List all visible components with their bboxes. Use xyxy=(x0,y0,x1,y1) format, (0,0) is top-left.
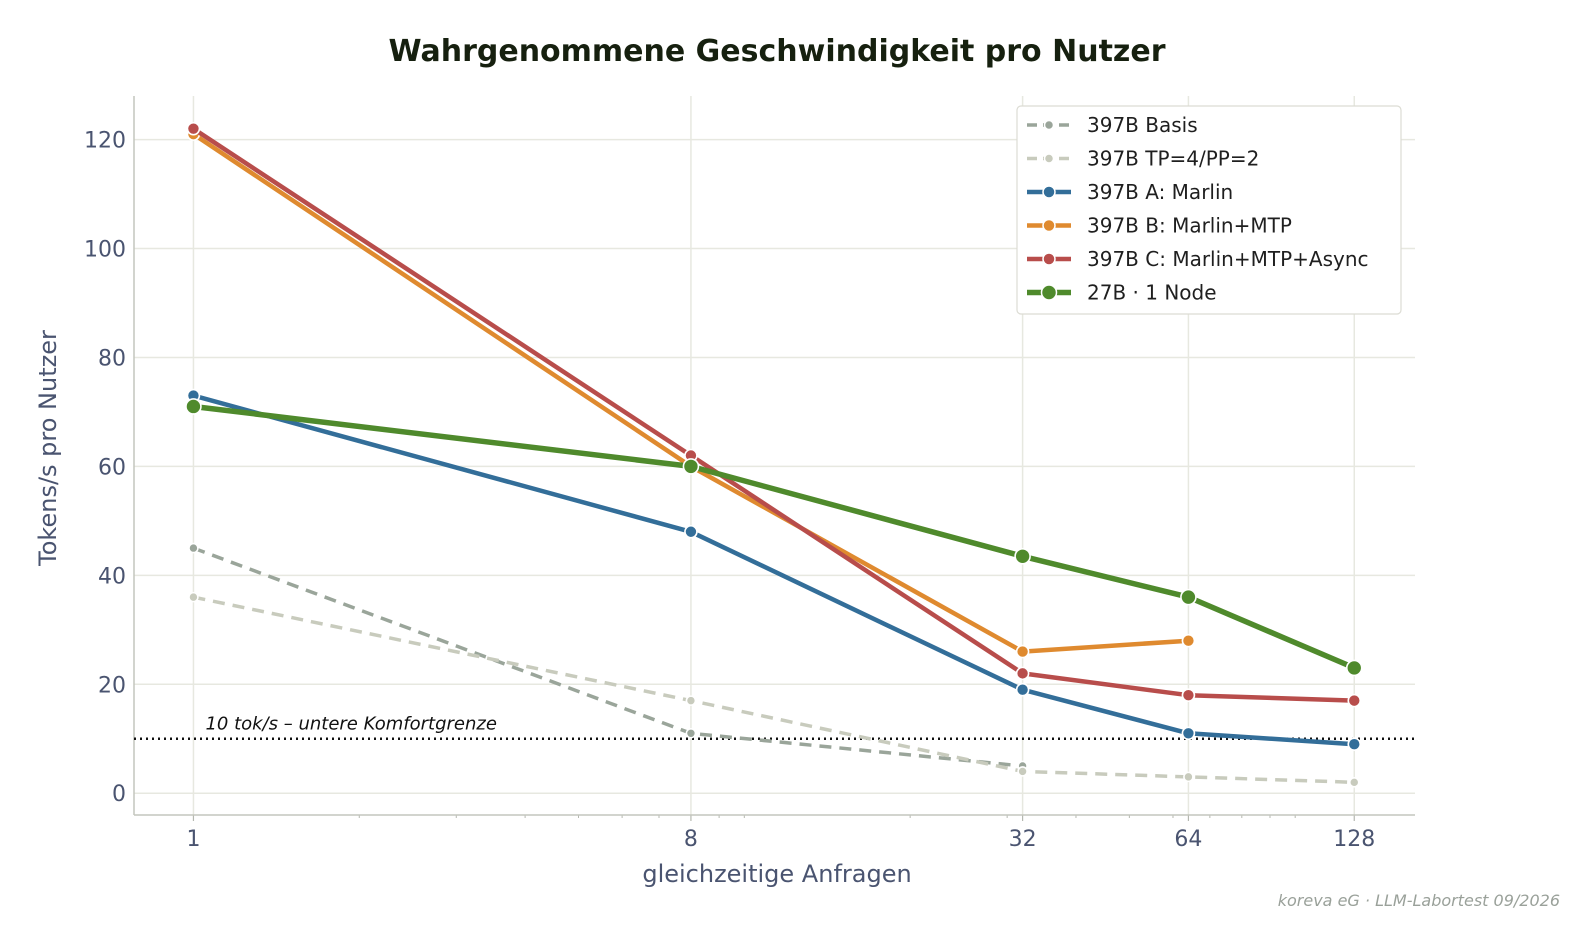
data-point xyxy=(1181,633,1196,648)
series-0 xyxy=(188,542,1028,772)
data-point xyxy=(685,727,697,739)
footer-credit: koreva eG · LLM-Labortest 09/2026 xyxy=(1278,891,1560,910)
y-tick-label: 80 xyxy=(98,346,126,371)
data-point xyxy=(684,524,698,539)
data-point xyxy=(1347,693,1362,708)
series-line xyxy=(193,595,1355,785)
series-4 xyxy=(186,121,1362,708)
data-point xyxy=(1181,726,1196,741)
legend-marker xyxy=(1042,252,1056,266)
legend: 397B Basis 397B TP=4/PP=2 397B A: Marlin 39… xyxy=(1016,105,1402,315)
y-tick-label: 100 xyxy=(84,238,126,263)
data-point xyxy=(1014,547,1031,565)
legend-marker xyxy=(1042,218,1056,233)
data-point xyxy=(1347,737,1362,751)
series-5 xyxy=(185,398,1363,677)
legend-box xyxy=(1016,105,1402,315)
legend-label: 397B C: Marlin+MTP+Async xyxy=(1087,247,1369,271)
data-point xyxy=(1183,771,1194,783)
x-tick-label: 64 xyxy=(1174,827,1202,852)
x-tick-label: 128 xyxy=(1333,827,1375,852)
x-tick-label: 32 xyxy=(1009,827,1037,852)
series-line xyxy=(193,403,1356,671)
legend-label: 397B A: Marlin xyxy=(1087,180,1233,204)
legend-label: 397B TP=4/PP=2 xyxy=(1087,147,1259,171)
x-tick-label: 8 xyxy=(684,827,698,852)
legend-marker xyxy=(1043,153,1055,164)
legend-marker xyxy=(1042,185,1056,199)
y-tick-label: 0 xyxy=(112,782,126,807)
legend-label: 397B Basis xyxy=(1087,113,1198,137)
data-point xyxy=(186,121,201,136)
reference-line-label: 10 tok/s – untere Komfortgrenze xyxy=(205,714,497,735)
data-point xyxy=(1181,688,1196,702)
data-point xyxy=(1345,659,1363,677)
series-line xyxy=(192,132,1189,654)
legend-marker xyxy=(1043,119,1055,131)
data-point xyxy=(1180,588,1197,606)
axes: 0 20 40 60 80 100 120 1 8 32 64 128 xyxy=(84,96,1415,852)
series-layer xyxy=(185,121,1363,788)
data-point xyxy=(1015,644,1030,659)
data-point xyxy=(682,458,700,475)
data-point xyxy=(1015,682,1030,697)
legend-label: 27B · 1 Node xyxy=(1087,281,1217,305)
legend-label: 397B B: Marlin+MTP xyxy=(1087,214,1292,238)
data-point xyxy=(685,695,697,706)
x-axis-label: gleichzeitige Anfragen xyxy=(642,860,911,888)
y-tick-label: 40 xyxy=(98,564,126,589)
data-point xyxy=(1015,666,1030,681)
y-tick-label: 60 xyxy=(98,455,126,480)
series-2 xyxy=(186,388,1362,751)
data-point xyxy=(188,542,199,554)
y-tick-label: 20 xyxy=(98,673,126,698)
x-tick-label: 1 xyxy=(186,827,200,852)
legend-marker xyxy=(1040,284,1058,301)
data-point xyxy=(185,398,202,415)
data-point xyxy=(1017,766,1028,777)
data-point xyxy=(188,591,199,603)
y-axis-label: Tokens/s pro Nutzer xyxy=(34,330,62,567)
reference-line-group: 10 tok/s – untere Komfortgrenze xyxy=(134,714,1415,740)
series-1 xyxy=(188,591,1360,788)
data-point xyxy=(1348,777,1360,788)
chart-title: Wahrgenommene Geschwindigkeit pro Nutzer xyxy=(388,34,1165,69)
y-tick-label: 120 xyxy=(84,129,126,154)
